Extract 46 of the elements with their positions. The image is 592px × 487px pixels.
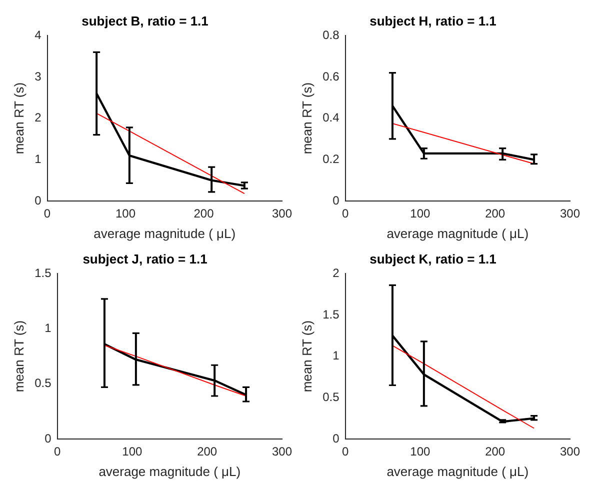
x-tick-label: 200 bbox=[485, 206, 506, 221]
y-tick-label: 0.5 bbox=[34, 376, 52, 390]
y-tick-label: 1.5 bbox=[322, 307, 340, 322]
x-tick-label: 300 bbox=[560, 444, 580, 459]
x-axis-title: average magnitude ( μL) bbox=[386, 226, 529, 241]
y-tick-label: 1.5 bbox=[34, 266, 52, 280]
y-tick-label: 1 bbox=[44, 321, 52, 336]
x-axis-title: average magnitude ( μL) bbox=[94, 226, 236, 241]
x-tick-label: 200 bbox=[194, 206, 214, 221]
y-tick-label: 0.4 bbox=[322, 110, 340, 125]
chart-title: subject J, ratio = 1.1 bbox=[82, 251, 208, 266]
y-axis-title: mean RT (s) bbox=[11, 320, 26, 392]
x-tick-label: 100 bbox=[116, 206, 136, 221]
x-tick-label: 200 bbox=[485, 444, 506, 459]
x-tick-label: 300 bbox=[272, 444, 292, 459]
y-tick-label: 0 bbox=[332, 193, 340, 208]
y-tick-label: 0 bbox=[44, 431, 52, 446]
y-axis-title: mean RT (s) bbox=[11, 82, 26, 154]
x-tick-label: 200 bbox=[197, 444, 218, 459]
y-tick-label: 4 bbox=[34, 28, 42, 42]
y-tick-label: 3 bbox=[34, 69, 42, 84]
y-tick-label: 2 bbox=[34, 110, 42, 125]
chart-title: subject B, ratio = 1.1 bbox=[82, 13, 208, 28]
y-tick-label: 1 bbox=[34, 152, 42, 166]
y-axis-title: mean RT (s) bbox=[299, 82, 314, 154]
x-tick-label: 0 bbox=[342, 206, 349, 221]
x-tick-label: 300 bbox=[560, 206, 580, 221]
y-tick-label: 0.2 bbox=[322, 152, 340, 166]
y-tick-label: 0 bbox=[34, 193, 42, 208]
y-tick-label: 1 bbox=[332, 348, 340, 363]
x-axis-title: average magnitude ( μL) bbox=[386, 464, 529, 479]
y-tick-label: 0.6 bbox=[322, 69, 340, 84]
y-tick-label: 2 bbox=[332, 266, 340, 280]
x-tick-label: 0 bbox=[54, 444, 61, 459]
y-tick-label: 0.5 bbox=[322, 390, 340, 404]
chart-title: subject H, ratio = 1.1 bbox=[370, 13, 496, 28]
chart-title: subject K, ratio = 1.1 bbox=[370, 251, 496, 266]
x-tick-label: 0 bbox=[342, 444, 349, 459]
x-tick-label: 100 bbox=[410, 206, 431, 221]
x-axis-title: average magnitude ( μL) bbox=[98, 464, 241, 479]
x-tick-label: 100 bbox=[410, 444, 431, 459]
x-tick-label: 100 bbox=[122, 444, 143, 459]
y-tick-label: 0 bbox=[332, 431, 340, 446]
y-axis-title: mean RT (s) bbox=[299, 320, 314, 392]
y-tick-label: 0.8 bbox=[322, 28, 340, 42]
x-tick-label: 300 bbox=[272, 206, 292, 221]
